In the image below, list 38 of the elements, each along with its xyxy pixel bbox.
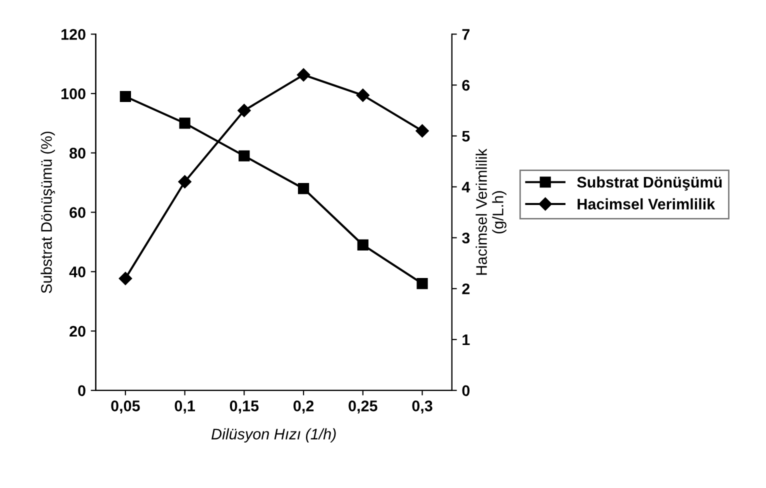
x-tick-label: 0,05 bbox=[111, 400, 140, 414]
y-tick-label: 20 bbox=[70, 326, 86, 337]
y2-tick-label: 1 bbox=[462, 334, 470, 346]
y2-tick-label: 3 bbox=[462, 232, 470, 244]
y-tick-label: 60 bbox=[70, 207, 86, 218]
y2-tick-label: 6 bbox=[462, 80, 470, 91]
point bbox=[238, 150, 250, 162]
y2-tick-label: 4 bbox=[462, 182, 470, 192]
point bbox=[179, 118, 190, 129]
point bbox=[118, 272, 132, 286]
y-tick-label: 0 bbox=[78, 385, 86, 396]
y-tick-label: 120 bbox=[62, 29, 86, 40]
y2-tick-label: 5 bbox=[462, 130, 470, 142]
x-tick-label: 0,2 bbox=[294, 400, 314, 414]
point bbox=[238, 104, 251, 118]
y-tick-label: 40 bbox=[69, 266, 86, 278]
y2-tick-label: 2 bbox=[462, 283, 470, 294]
x-tick-label: 0,15 bbox=[230, 400, 259, 414]
point bbox=[416, 124, 429, 138]
y2-axis-title: Hacimsel Verimlilik (g/L.h) bbox=[476, 148, 506, 275]
x-tick-label: 0,25 bbox=[348, 400, 378, 414]
point bbox=[120, 90, 131, 102]
x-axis-title: Dilüsyon Hızı (1/h) bbox=[211, 428, 336, 442]
point bbox=[296, 68, 310, 82]
legend-label: Substrat Dönüşümü bbox=[577, 176, 722, 191]
y-tick-label: 80 bbox=[70, 148, 86, 159]
y2-tick-label: 0 bbox=[462, 385, 470, 396]
legend-label: Hacimsel Verimlilik bbox=[578, 198, 716, 210]
point bbox=[357, 239, 368, 250]
point bbox=[298, 182, 310, 194]
y2-tick-label: 7 bbox=[462, 29, 470, 40]
point bbox=[416, 278, 428, 290]
point bbox=[356, 88, 370, 102]
x-tick-label: 0,3 bbox=[412, 400, 432, 414]
y-tick-label: 100 bbox=[62, 88, 86, 100]
x-tick-label: 0,1 bbox=[174, 400, 195, 414]
y-axis-title: Substrat Dönüşümü (%) bbox=[40, 132, 55, 294]
point bbox=[178, 175, 192, 188]
